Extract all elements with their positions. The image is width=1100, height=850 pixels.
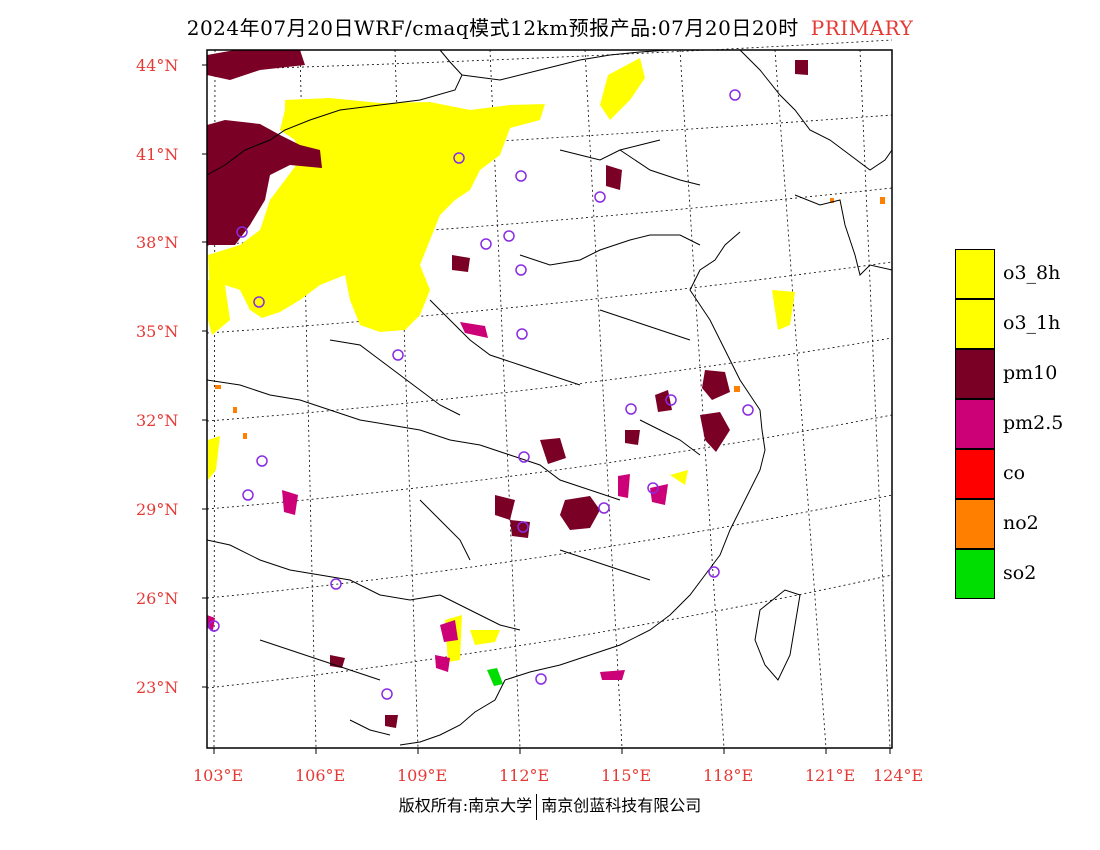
lon-label-124: 124°E	[873, 766, 924, 785]
lon-label-112: 112°E	[499, 766, 550, 785]
legend-label-pm10: pm10	[1003, 362, 1058, 384]
lat-label-26: 26°N	[136, 589, 179, 608]
lat-label-35: 35°N	[136, 322, 179, 341]
lon-label-103: 103°E	[193, 766, 244, 785]
lat-label-38: 38°N	[136, 233, 179, 252]
legend-label-pm25: pm2.5	[1003, 412, 1064, 434]
legend-swatch-pm25	[955, 399, 995, 449]
o3-region	[208, 58, 795, 662]
lat-label-41: 41°N	[136, 145, 179, 164]
lat-label-23: 23°N	[136, 678, 179, 697]
station-markers	[208, 89, 754, 700]
legend-swatch-o3-8h	[955, 249, 995, 299]
tick-marks	[202, 64, 891, 754]
copyright-right: 南京创蓝科技有限公司	[541, 796, 702, 815]
legend-swatch-o3-1h	[955, 299, 995, 349]
chart-title: 2024年07月20日WRF/cmaq模式12km预报产品:07月20日20时 P…	[0, 12, 1100, 41]
legend-swatch-co	[955, 449, 995, 499]
copyright-left: 版权所有:南京大学	[398, 796, 533, 815]
no2-region	[215, 197, 885, 439]
lat-label-29: 29°N	[136, 500, 179, 519]
lon-label-118: 118°E	[703, 766, 754, 785]
lon-label-109: 109°E	[397, 766, 448, 785]
lat-label-44: 44°N	[136, 56, 179, 75]
so2-region	[487, 668, 503, 686]
legend-label-co: co	[1003, 462, 1026, 484]
legend-label-so2: so2	[1003, 562, 1037, 584]
lon-label-115: 115°E	[601, 766, 652, 785]
legend-swatch-so2	[955, 549, 995, 599]
boundaries	[206, 49, 893, 746]
lon-label-121: 121°E	[805, 766, 856, 785]
legend-label-o3-1h: o3_1h	[1003, 312, 1061, 334]
legend-swatch-pm10	[955, 349, 995, 399]
pm10-region	[207, 50, 808, 728]
map-frame	[206, 49, 893, 749]
title-tag: PRIMARY	[810, 16, 914, 40]
copyright: 版权所有:南京大学 南京创蓝科技有限公司	[0, 792, 1100, 820]
copyright-separator	[536, 793, 538, 820]
legend-label-no2: no2	[1003, 512, 1039, 534]
legend-swatch-no2	[955, 499, 995, 549]
lon-label-106: 106°E	[295, 766, 346, 785]
lat-label-32: 32°N	[136, 411, 179, 430]
title-main: 2024年07月20日WRF/cmaq模式12km预报产品:07月20日20时	[186, 16, 799, 40]
legend-label-o3-8h: o3_8h	[1003, 262, 1061, 284]
pm25-region	[207, 322, 668, 680]
